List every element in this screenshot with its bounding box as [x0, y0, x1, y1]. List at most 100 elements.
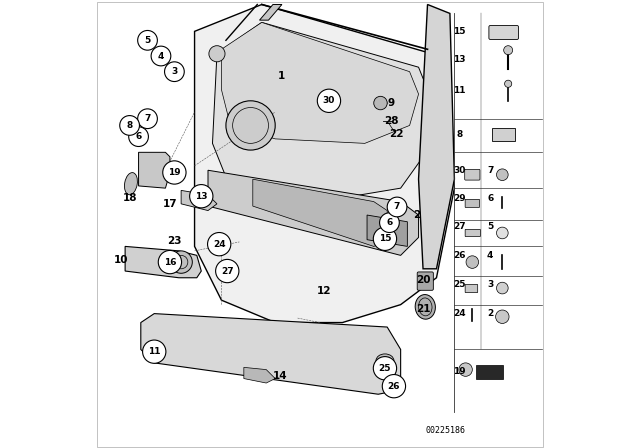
Text: 24: 24 [454, 309, 466, 318]
PathPatch shape [141, 314, 401, 394]
Circle shape [387, 197, 407, 217]
Text: 23: 23 [167, 236, 182, 246]
Text: 15: 15 [379, 234, 391, 243]
Text: 12: 12 [317, 286, 332, 296]
Ellipse shape [124, 172, 138, 195]
Text: 11: 11 [454, 86, 466, 95]
FancyBboxPatch shape [465, 284, 477, 293]
Text: 4: 4 [487, 251, 493, 260]
FancyBboxPatch shape [476, 365, 503, 379]
Circle shape [497, 169, 508, 181]
Text: 15: 15 [454, 27, 466, 36]
Text: 22: 22 [389, 129, 403, 139]
Text: 8: 8 [457, 130, 463, 139]
Ellipse shape [415, 295, 435, 319]
Text: 13: 13 [454, 55, 466, 64]
Circle shape [138, 109, 157, 129]
Circle shape [209, 46, 225, 62]
Circle shape [504, 80, 512, 87]
Circle shape [151, 46, 171, 66]
Circle shape [207, 233, 231, 256]
Text: 7: 7 [487, 166, 493, 175]
PathPatch shape [221, 22, 419, 143]
Circle shape [158, 250, 182, 274]
Circle shape [120, 116, 140, 135]
Text: 27: 27 [454, 222, 466, 231]
Text: 3: 3 [172, 67, 177, 76]
Text: 10: 10 [113, 255, 128, 265]
PathPatch shape [260, 4, 282, 20]
Text: 7: 7 [394, 202, 400, 211]
Circle shape [170, 251, 192, 273]
Text: 20: 20 [416, 275, 430, 285]
Text: 28: 28 [385, 116, 399, 126]
Ellipse shape [376, 354, 394, 367]
Text: 7: 7 [145, 114, 150, 123]
Text: 2: 2 [413, 210, 420, 220]
Text: 13: 13 [195, 192, 207, 201]
Text: 9: 9 [387, 98, 394, 108]
Text: 30: 30 [454, 166, 466, 175]
Text: 5: 5 [145, 36, 150, 45]
Circle shape [163, 161, 186, 184]
Text: 00225186: 00225186 [426, 426, 465, 435]
PathPatch shape [244, 367, 275, 383]
PathPatch shape [139, 152, 170, 188]
Circle shape [380, 213, 399, 233]
FancyBboxPatch shape [465, 169, 480, 180]
PathPatch shape [208, 170, 419, 255]
Text: 6: 6 [487, 194, 493, 202]
PathPatch shape [367, 215, 407, 246]
Text: 29: 29 [454, 194, 466, 202]
Circle shape [138, 30, 157, 50]
PathPatch shape [212, 22, 428, 202]
Circle shape [129, 127, 148, 146]
Text: 2: 2 [487, 309, 493, 318]
Circle shape [189, 185, 213, 208]
Circle shape [504, 46, 513, 55]
Circle shape [226, 101, 275, 150]
Circle shape [497, 282, 508, 294]
Text: 6: 6 [387, 218, 392, 227]
PathPatch shape [419, 4, 454, 269]
FancyBboxPatch shape [489, 26, 518, 39]
Text: 21: 21 [416, 304, 430, 314]
Text: 18: 18 [122, 193, 137, 203]
Text: 25: 25 [454, 280, 466, 289]
Text: 8: 8 [127, 121, 132, 130]
Text: 14: 14 [273, 371, 287, 381]
Text: 5: 5 [487, 222, 493, 231]
PathPatch shape [125, 246, 202, 278]
Text: 16: 16 [164, 258, 176, 267]
Text: 4: 4 [158, 52, 164, 60]
Text: 3: 3 [487, 280, 493, 289]
Circle shape [143, 340, 166, 363]
PathPatch shape [195, 4, 454, 323]
FancyBboxPatch shape [465, 229, 481, 237]
Circle shape [459, 363, 472, 376]
FancyBboxPatch shape [493, 128, 515, 141]
Circle shape [495, 310, 509, 323]
Text: 26: 26 [388, 382, 400, 391]
Circle shape [373, 357, 397, 380]
Circle shape [216, 259, 239, 283]
Circle shape [374, 96, 387, 110]
PathPatch shape [181, 190, 217, 211]
Text: 17: 17 [163, 199, 177, 209]
Text: 30: 30 [323, 96, 335, 105]
Text: 19: 19 [454, 367, 466, 376]
Circle shape [466, 256, 479, 268]
Circle shape [317, 89, 340, 112]
Circle shape [164, 62, 184, 82]
Text: 27: 27 [221, 267, 234, 276]
FancyBboxPatch shape [417, 272, 433, 290]
Text: 24: 24 [213, 240, 225, 249]
Text: 6: 6 [136, 132, 141, 141]
Text: 1: 1 [278, 71, 285, 81]
Text: 25: 25 [379, 364, 391, 373]
Circle shape [382, 375, 406, 398]
FancyBboxPatch shape [465, 199, 479, 207]
Circle shape [497, 227, 508, 239]
Text: 26: 26 [454, 251, 466, 260]
Text: 19: 19 [168, 168, 180, 177]
